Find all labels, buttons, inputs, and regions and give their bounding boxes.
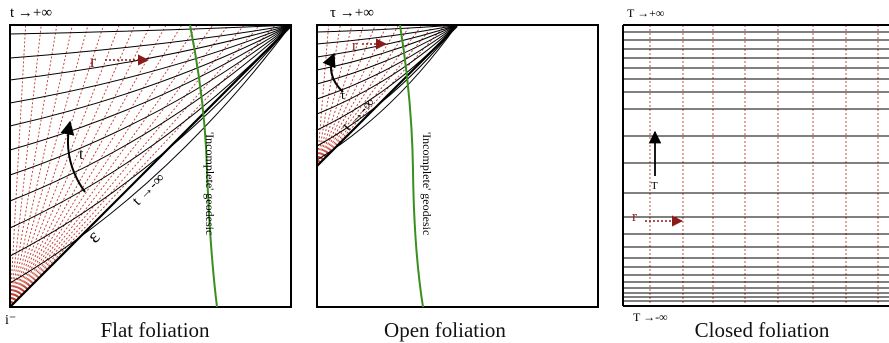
closed-slices <box>623 31 889 302</box>
flat-radial-line <box>9 24 89 308</box>
flat-slices <box>9 24 292 284</box>
flat-radial-line <box>9 24 276 308</box>
closed-top-label: T →+∞ <box>627 6 664 20</box>
open-radial-line <box>316 24 376 167</box>
flat-curve-label: t <box>79 146 84 163</box>
closed-foliation-panel: T →+∞ T r T →-∞ Closed foliation <box>622 6 889 342</box>
flat-slice <box>9 24 292 151</box>
flat-radial-lines <box>9 24 276 308</box>
flat-slice <box>9 24 292 104</box>
open-slices <box>316 24 458 161</box>
open-slice <box>316 24 458 85</box>
flat-r-label: r <box>90 51 96 71</box>
flat-radial-line <box>9 24 261 308</box>
flat-radial-line <box>9 24 229 308</box>
open-foliation-panel: τ →+∞ τ r τ →-∞ 'Incomplete' geodesic Op… <box>316 5 599 342</box>
closed-radial-lines <box>649 25 879 306</box>
flat-radial-line <box>9 24 136 308</box>
open-frame <box>316 24 599 308</box>
flat-bottom-label: i⁻ <box>5 313 16 328</box>
flat-slice <box>9 24 292 35</box>
flat-radial-line <box>9 24 183 308</box>
flat-top-label: t →+∞ <box>10 5 52 21</box>
open-time-arrow <box>322 52 344 93</box>
open-radial-line <box>316 24 423 167</box>
flat-foliation-panel: t →+∞ t r t →-∞ ε 'Incomplete' geodesic … <box>5 5 292 342</box>
open-caption: Open foliation <box>384 318 506 342</box>
closed-bottom-label: T →-∞ <box>633 310 668 324</box>
closed-r-label: r <box>632 209 637 225</box>
flat-slice <box>9 24 292 257</box>
flat-scri-label: ε <box>83 226 105 248</box>
flat-time-arrow <box>60 120 86 193</box>
flat-slice <box>9 24 292 176</box>
closed-curve-label: T <box>651 180 658 192</box>
closed-caption: Closed foliation <box>695 318 830 342</box>
flat-slice <box>9 24 292 81</box>
flat-slice <box>9 24 292 127</box>
open-radial-line <box>316 24 365 167</box>
open-curve-label: τ <box>340 87 345 102</box>
flat-slice <box>9 24 292 202</box>
flat-radial-line <box>9 24 27 308</box>
flat-radial-line <box>9 24 214 308</box>
open-slice <box>316 24 458 161</box>
flat-scri-line <box>9 25 292 308</box>
open-r-label: r <box>352 38 357 54</box>
flat-radial-line <box>9 24 151 308</box>
flat-radial-line <box>9 24 42 308</box>
open-top-label: τ →+∞ <box>330 5 374 21</box>
open-slice <box>316 24 458 147</box>
flat-radial-line <box>9 24 198 308</box>
open-radial-line <box>316 24 411 167</box>
open-slice <box>316 24 458 45</box>
flat-radial-line <box>9 24 245 308</box>
open-geodesic <box>399 24 424 308</box>
open-slice <box>316 24 458 100</box>
flat-slice <box>9 24 292 284</box>
flat-frame <box>9 24 292 308</box>
flat-radial-line <box>9 24 120 308</box>
flat-radial-line <box>9 24 105 308</box>
open-slice <box>316 24 458 115</box>
flat-caption: Flat foliation <box>100 318 210 342</box>
open-scri-line <box>316 25 458 167</box>
flat-radial-line <box>9 24 73 308</box>
open-radial-line <box>316 24 330 167</box>
open-geodesic-label: 'Incomplete' geodesic <box>420 132 434 235</box>
flat-geodesic-label: 'Incomplete' geodesic <box>203 132 217 235</box>
flat-geodesic <box>189 24 218 308</box>
flat-slice <box>9 24 292 59</box>
